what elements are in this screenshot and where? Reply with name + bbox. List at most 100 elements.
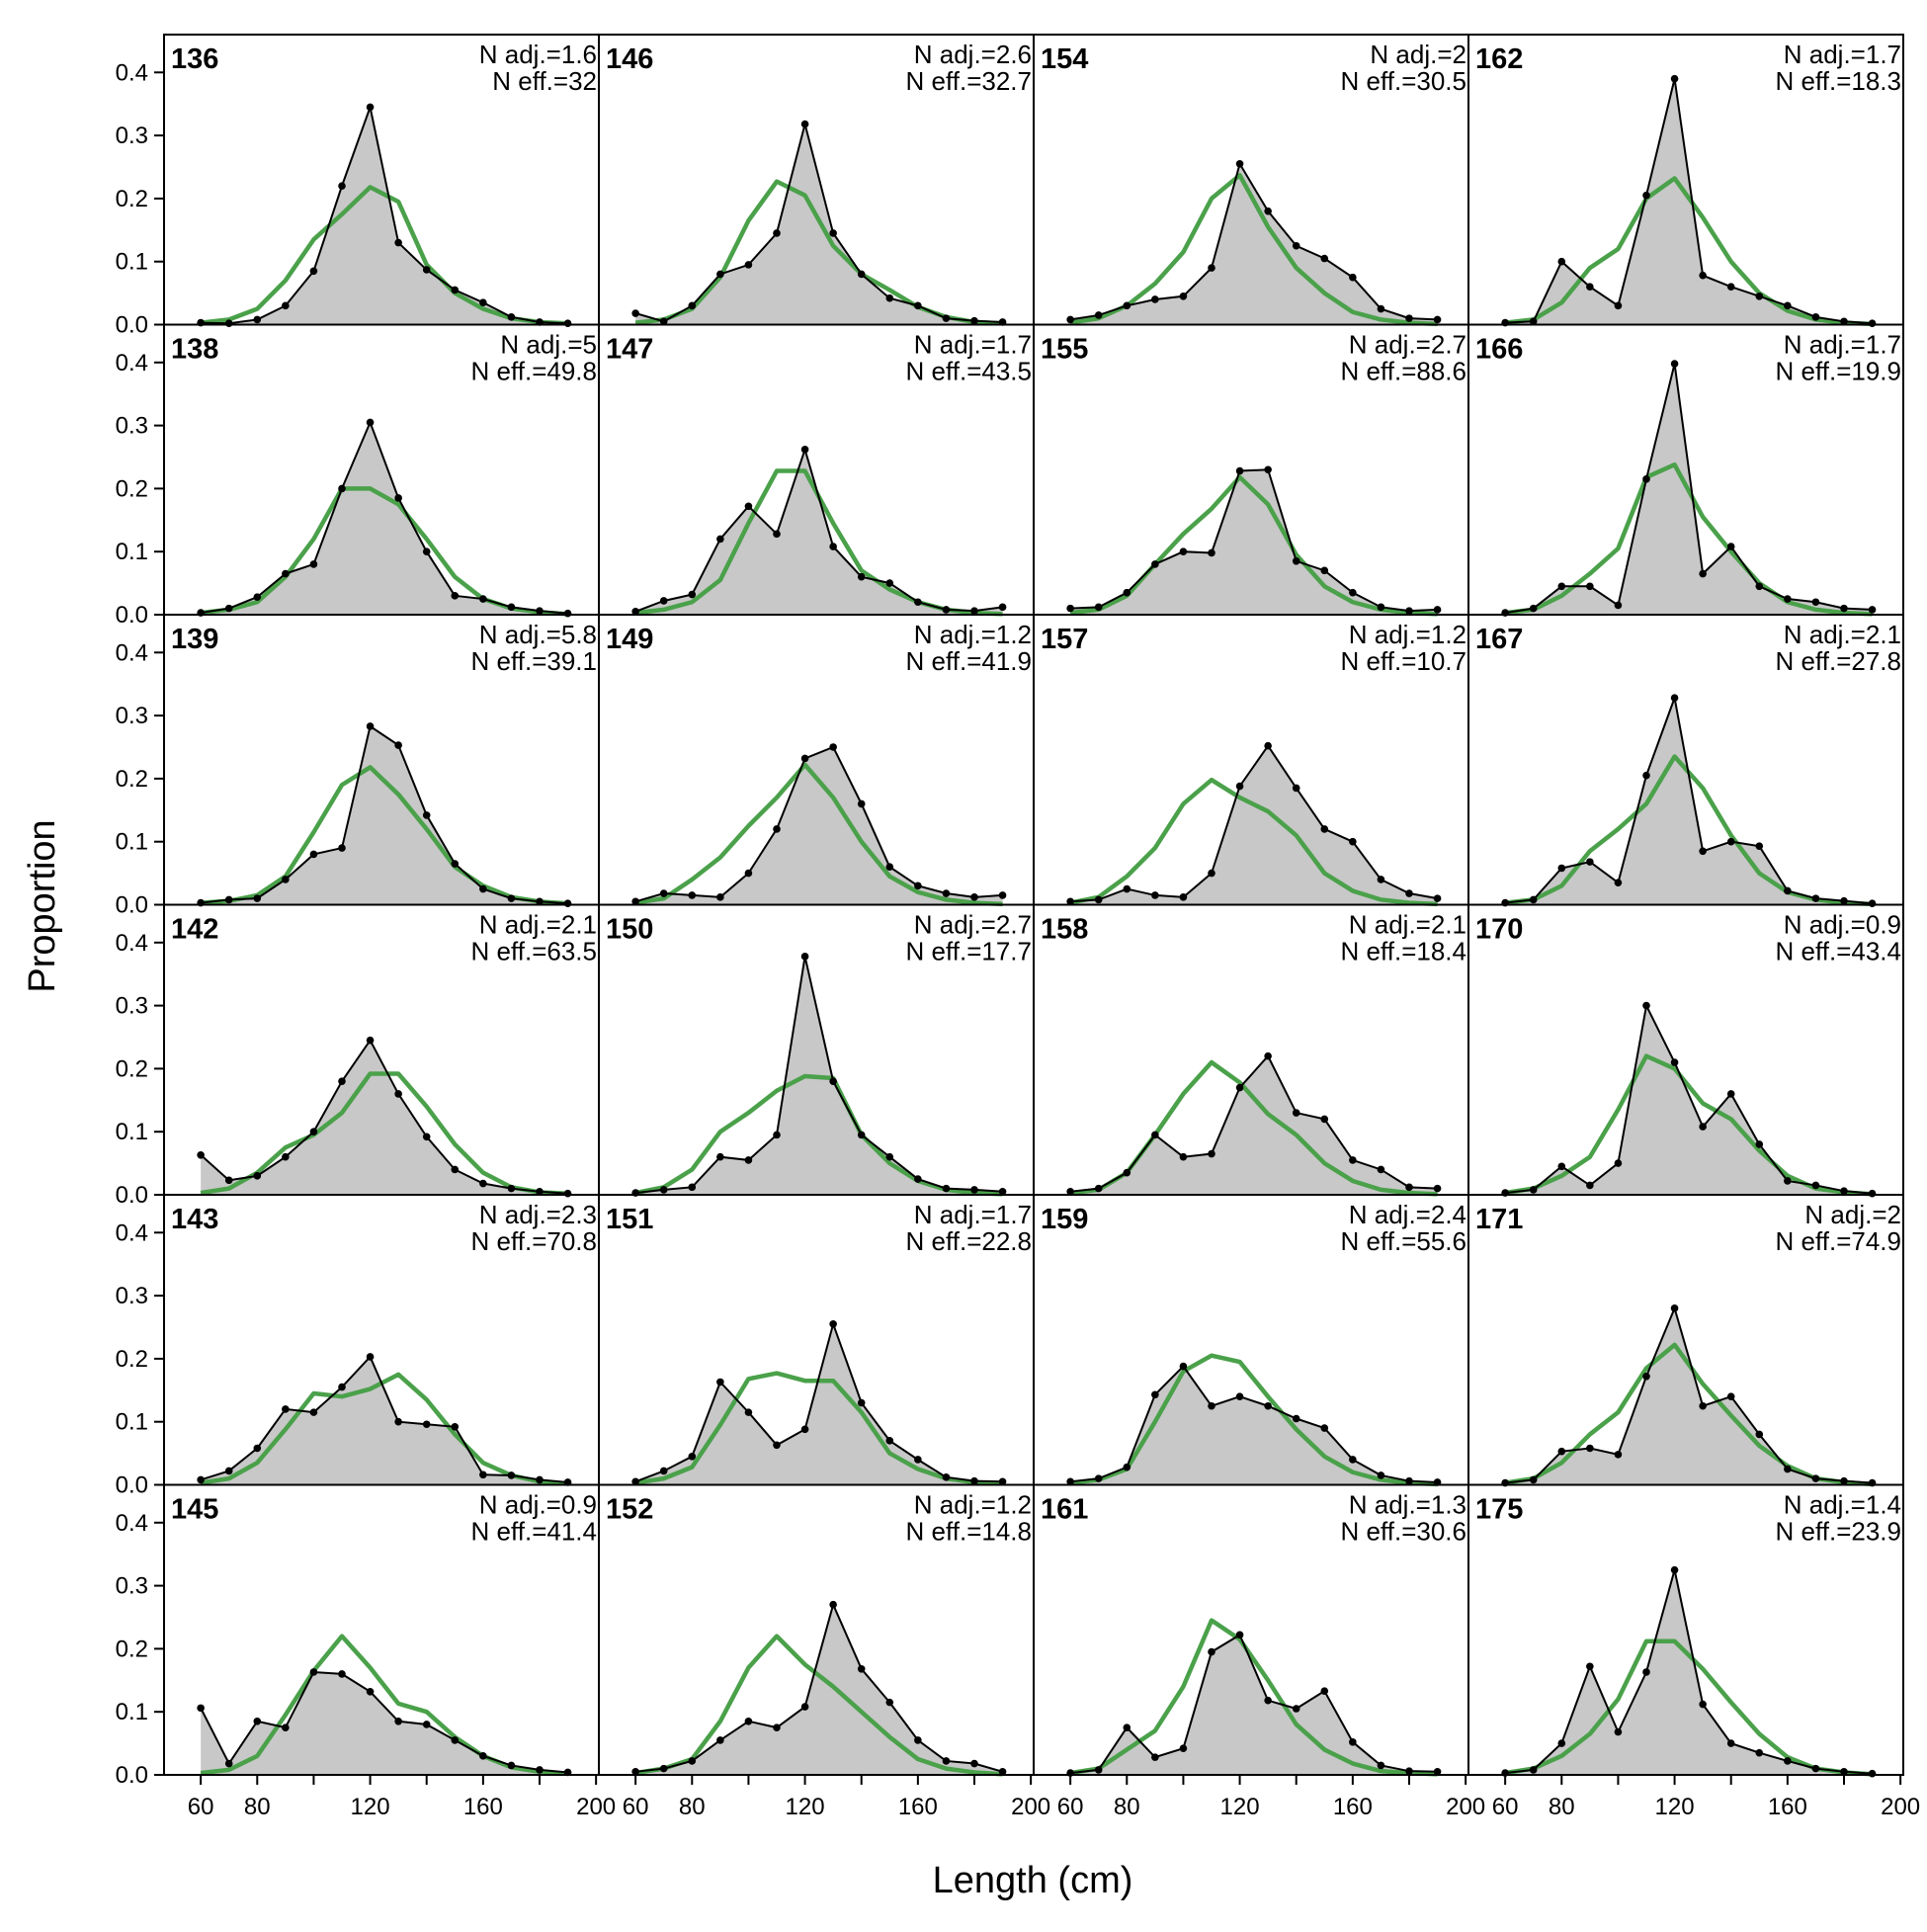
x-tick-label: 160 xyxy=(1333,1794,1373,1820)
panel-151: 151 N adj.=1.7N eff.=22.8 xyxy=(598,1194,1035,1486)
x-tick-label: 80 xyxy=(1114,1794,1140,1820)
n-adj-label: N adj.=1.7 xyxy=(1784,40,1901,69)
observed-point xyxy=(1586,1181,1594,1190)
observed-point xyxy=(479,1752,487,1760)
y-tick-label: 0.3 xyxy=(116,703,148,729)
observed-point xyxy=(253,1172,262,1180)
n-eff-label: N eff.=30.5 xyxy=(1341,66,1466,96)
observed-line xyxy=(635,956,1003,1195)
observed-point xyxy=(1699,271,1707,280)
observed-point xyxy=(688,590,697,599)
observed-point xyxy=(1179,893,1188,901)
observed-point xyxy=(885,294,894,302)
observed-point xyxy=(366,1036,375,1045)
observed-area xyxy=(1070,1055,1438,1195)
y-tick-label: 0.4 xyxy=(116,59,148,86)
observed-area xyxy=(635,746,1003,905)
observed-point xyxy=(942,606,951,614)
observed-point xyxy=(536,607,544,615)
observed-point xyxy=(942,1473,951,1481)
n-adj-label: N adj.=1.6 xyxy=(479,40,597,69)
observed-point xyxy=(1614,1159,1623,1167)
observed-point xyxy=(998,891,1007,899)
observed-point xyxy=(1151,891,1159,899)
observed-point xyxy=(659,1467,668,1475)
observed-point xyxy=(688,301,697,310)
n-adj-label: N adj.=1.7 xyxy=(914,330,1032,360)
observed-point xyxy=(1066,897,1074,906)
observed-point xyxy=(1642,1372,1650,1381)
observed-point xyxy=(422,1420,431,1429)
observed-area xyxy=(1070,1635,1438,1775)
x-tick-label: 60 xyxy=(1492,1794,1519,1820)
observed-point xyxy=(507,1471,516,1479)
observed-point xyxy=(1840,317,1848,326)
n-adj-label: N adj.=5 xyxy=(500,330,597,360)
observed-point xyxy=(1377,876,1385,883)
observed-point xyxy=(563,609,572,618)
observed-point xyxy=(1642,771,1650,780)
observed-point xyxy=(253,894,262,902)
observed-point xyxy=(451,592,460,600)
y-tick-label: 0.4 xyxy=(116,1510,148,1537)
observed-point xyxy=(914,301,922,310)
observed-point xyxy=(394,1417,402,1426)
panel-145: 145 N adj.=0.9N eff.=41.4 xyxy=(163,1483,600,1777)
observed-point xyxy=(716,1378,724,1386)
n-eff-label: N eff.=10.7 xyxy=(1341,646,1466,676)
observed-point xyxy=(309,1668,318,1676)
y-tick-label: 0.4 xyxy=(116,1219,148,1246)
observed-point xyxy=(479,884,487,893)
observed-point xyxy=(1755,842,1764,850)
observed-point xyxy=(1811,1474,1820,1482)
observed-point xyxy=(1726,1392,1735,1400)
observed-area xyxy=(635,1604,1003,1775)
panel-170: 170 N adj.=0.9N eff.=43.4 xyxy=(1467,903,1904,1198)
observed-point xyxy=(1179,547,1188,555)
observed-line xyxy=(1504,363,1873,615)
observed-point xyxy=(1264,1696,1272,1705)
n-eff-label: N eff.=88.6 xyxy=(1341,357,1466,386)
observed-point xyxy=(451,1165,460,1174)
observed-point xyxy=(1292,556,1300,565)
x-tick-label: 160 xyxy=(1768,1794,1807,1820)
observed-point xyxy=(1179,1362,1188,1371)
observed-point xyxy=(422,266,431,274)
observed-point xyxy=(1208,548,1215,557)
y-tick-label: 0.2 xyxy=(116,1055,148,1082)
panel-147: 147 N adj.=1.7N eff.=43.5 xyxy=(598,323,1035,617)
panel-150: 150 N adj.=2.7N eff.=17.7 xyxy=(598,903,1035,1197)
x-tick-label: 120 xyxy=(786,1794,825,1820)
observed-point xyxy=(1699,1700,1707,1709)
observed-point xyxy=(1755,292,1764,300)
observed-point xyxy=(1784,1465,1792,1473)
panel-149: 149 N adj.=1.2N eff.=41.9 xyxy=(598,614,1035,907)
observed-point xyxy=(1699,1401,1707,1410)
observed-point xyxy=(1811,894,1820,902)
observed-point xyxy=(1094,311,1103,319)
x-tick-label: 160 xyxy=(463,1794,503,1820)
observed-point xyxy=(563,1189,572,1198)
expected-line xyxy=(1504,1053,1873,1197)
observed-area xyxy=(1505,1307,1873,1485)
observed-point xyxy=(1123,301,1131,310)
observed-point xyxy=(659,1764,668,1773)
expected-line xyxy=(200,1372,568,1486)
observed-point xyxy=(1811,313,1820,321)
observed-point xyxy=(1377,1761,1385,1770)
n-adj-label: N adj.=2.4 xyxy=(1349,1200,1466,1229)
observed-point xyxy=(631,897,639,906)
x-tick-label: 120 xyxy=(1220,1794,1260,1820)
observed-point xyxy=(1208,1149,1215,1158)
observed-point xyxy=(563,319,572,328)
observed-point xyxy=(716,893,724,901)
observed-point xyxy=(1349,837,1357,846)
observed-point xyxy=(451,860,460,868)
observed-point xyxy=(659,597,668,605)
observed-line xyxy=(634,446,1003,613)
panel-label: 162 xyxy=(1475,43,1523,75)
panel-label: 139 xyxy=(171,624,218,655)
observed-point xyxy=(1066,1477,1074,1486)
observed-point xyxy=(1208,869,1215,878)
observed-area xyxy=(201,1356,568,1485)
